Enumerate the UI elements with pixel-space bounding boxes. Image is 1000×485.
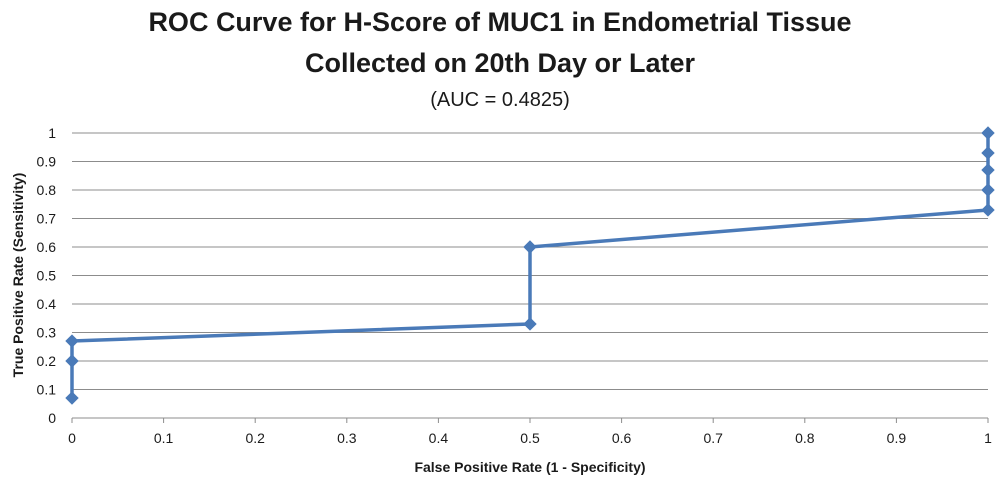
- x-tick-label: 0.7: [703, 430, 723, 446]
- x-tick-label: 0.8: [795, 430, 815, 446]
- y-tick-label: 1: [48, 125, 56, 141]
- y-tick-label: 0.9: [37, 154, 57, 170]
- y-tick-label: 0: [48, 410, 56, 426]
- y-tick-label: 0.6: [37, 239, 57, 255]
- data-point-marker: [981, 146, 995, 160]
- data-point-marker: [65, 334, 79, 348]
- data-point-marker: [523, 240, 537, 254]
- data-point-marker: [981, 126, 995, 140]
- data-point-marker: [65, 391, 79, 405]
- y-tick-label: 0.3: [37, 325, 57, 341]
- x-tick-label: 0.5: [520, 430, 540, 446]
- series-layer: [65, 126, 995, 405]
- y-tick-label: 0.1: [37, 382, 57, 398]
- x-tick-label: 0: [68, 430, 76, 446]
- y-axis-label: True Positive Rate (Sensitivity): [10, 173, 26, 378]
- data-point-marker: [523, 317, 537, 331]
- x-tick-label: 0.2: [245, 430, 265, 446]
- chart-title-line-2: Collected on 20th Day or Later: [304, 48, 696, 78]
- y-tick-label: 0.8: [37, 182, 57, 198]
- chart-subtitle: (AUC = 0.4825): [430, 89, 570, 111]
- data-point-marker: [981, 203, 995, 217]
- series-line: [70, 133, 990, 399]
- axis-layer: 0 0.1 0.2 0.3 0.4 0.5 0.6 0.7 0.8 0.9 1 0 0.1 0.2 0.3 0…: [37, 125, 993, 446]
- data-point-marker: [981, 163, 995, 177]
- x-tick-label: 0.6: [612, 430, 632, 446]
- x-tick-label: 0.9: [887, 430, 907, 446]
- x-tick-label: 0.4: [429, 430, 449, 446]
- chart-title-line-1: ROC Curve for H-Score of MUC1 in Endomet…: [148, 7, 852, 37]
- x-tick-label: 0.1: [154, 430, 174, 446]
- y-tick-label: 0.7: [37, 211, 57, 227]
- y-tick-label: 0.5: [37, 268, 57, 284]
- x-axis-label: False Positive Rate (1 - Specificity): [414, 459, 645, 475]
- x-tick-label: 1: [984, 430, 992, 446]
- data-point-marker: [65, 354, 79, 368]
- y-tick-label: 0.4: [37, 296, 57, 312]
- data-point-marker: [981, 183, 995, 197]
- y-tick-label: 0.2: [37, 353, 57, 369]
- x-tick-label: 0.3: [337, 430, 357, 446]
